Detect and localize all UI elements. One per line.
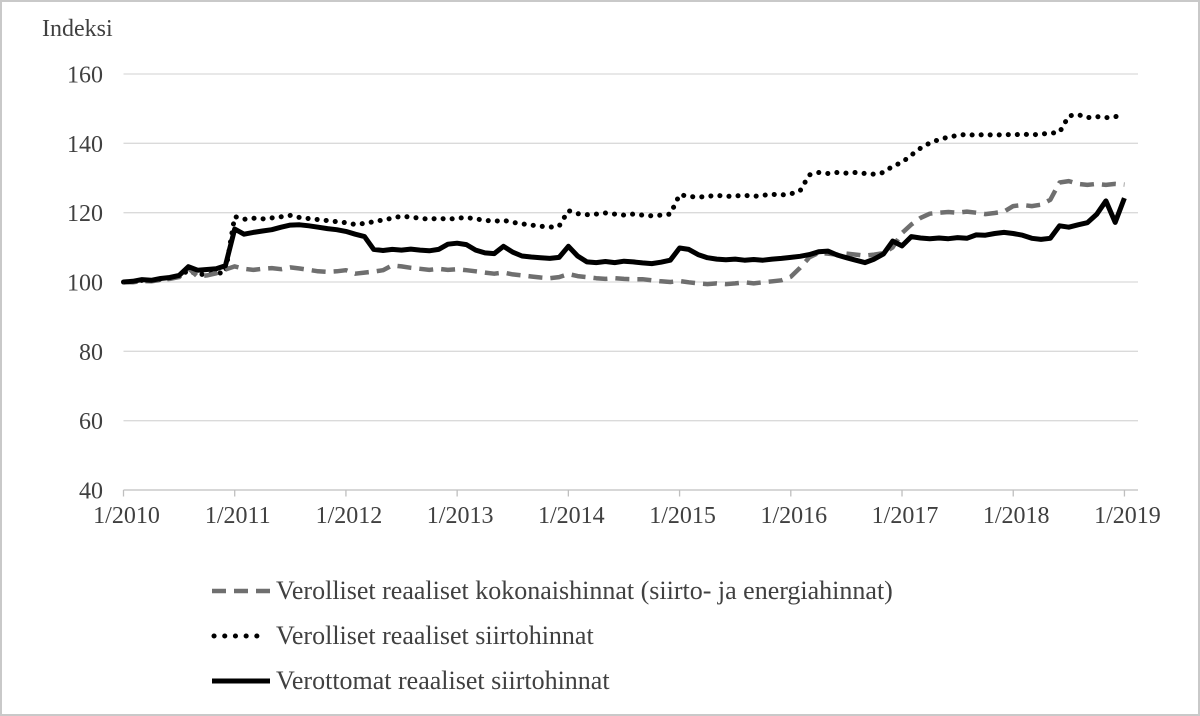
x-tick-label: 1/2015: [649, 503, 716, 529]
x-tick-label: 1/2010: [93, 503, 160, 529]
y-tick-label: 120: [67, 201, 103, 227]
solid-line-icon: [212, 678, 270, 683]
series-line-dotted: [121, 112, 1127, 285]
line-chart-canvas: 160 140 120 100 80 60 401/2010 1/2011 1/2012 1/20…: [67, 62, 1161, 529]
x-tick-label: 1/2016: [760, 503, 827, 529]
dashed-line-icon: [212, 588, 270, 593]
legend-item-verottomat-siirtohinnat: Verottomat reaaliset siirtohinnat: [210, 658, 893, 703]
x-tick-label: 1/2019: [1094, 503, 1161, 529]
legend-item-verolliset-siirtohinnat: Verolliset reaaliset siirtohinnat: [210, 613, 893, 658]
legend-item-kokonaishinnat: Verolliset reaaliset kokonaishinnat (sii…: [210, 568, 893, 613]
x-tick-label: 1/2013: [427, 503, 494, 529]
x-tick-label: 1/2018: [983, 503, 1050, 529]
legend-label: Verolliset reaaliset siirtohinnat: [276, 620, 594, 650]
y-tick-label: 40: [79, 479, 103, 505]
y-tick-label: 80: [79, 340, 103, 366]
x-tick-label: 1/2012: [316, 503, 383, 529]
y-tick-label: 60: [79, 409, 103, 435]
legend-label: Verottomat reaaliset siirtohinnat: [276, 665, 610, 695]
x-tick-label: 1/2011: [205, 503, 271, 529]
x-tick-label: 1/2014: [538, 503, 605, 529]
y-tick-label: 100: [67, 270, 103, 296]
y-tick-label: 160: [67, 62, 103, 88]
x-tick-label: 1/2017: [872, 503, 939, 529]
legend: Verolliset reaaliset kokonaishinnat (sii…: [210, 568, 893, 703]
series-line-dashed: [123, 178, 1125, 287]
legend-label: Verolliset reaaliset kokonaishinnat (sii…: [276, 575, 893, 605]
dotted-line-icon: [211, 633, 265, 638]
y-tick-label: 140: [67, 132, 103, 158]
series-line-solid: [123, 197, 1127, 285]
y-axis-title: Indeksi: [42, 16, 113, 42]
